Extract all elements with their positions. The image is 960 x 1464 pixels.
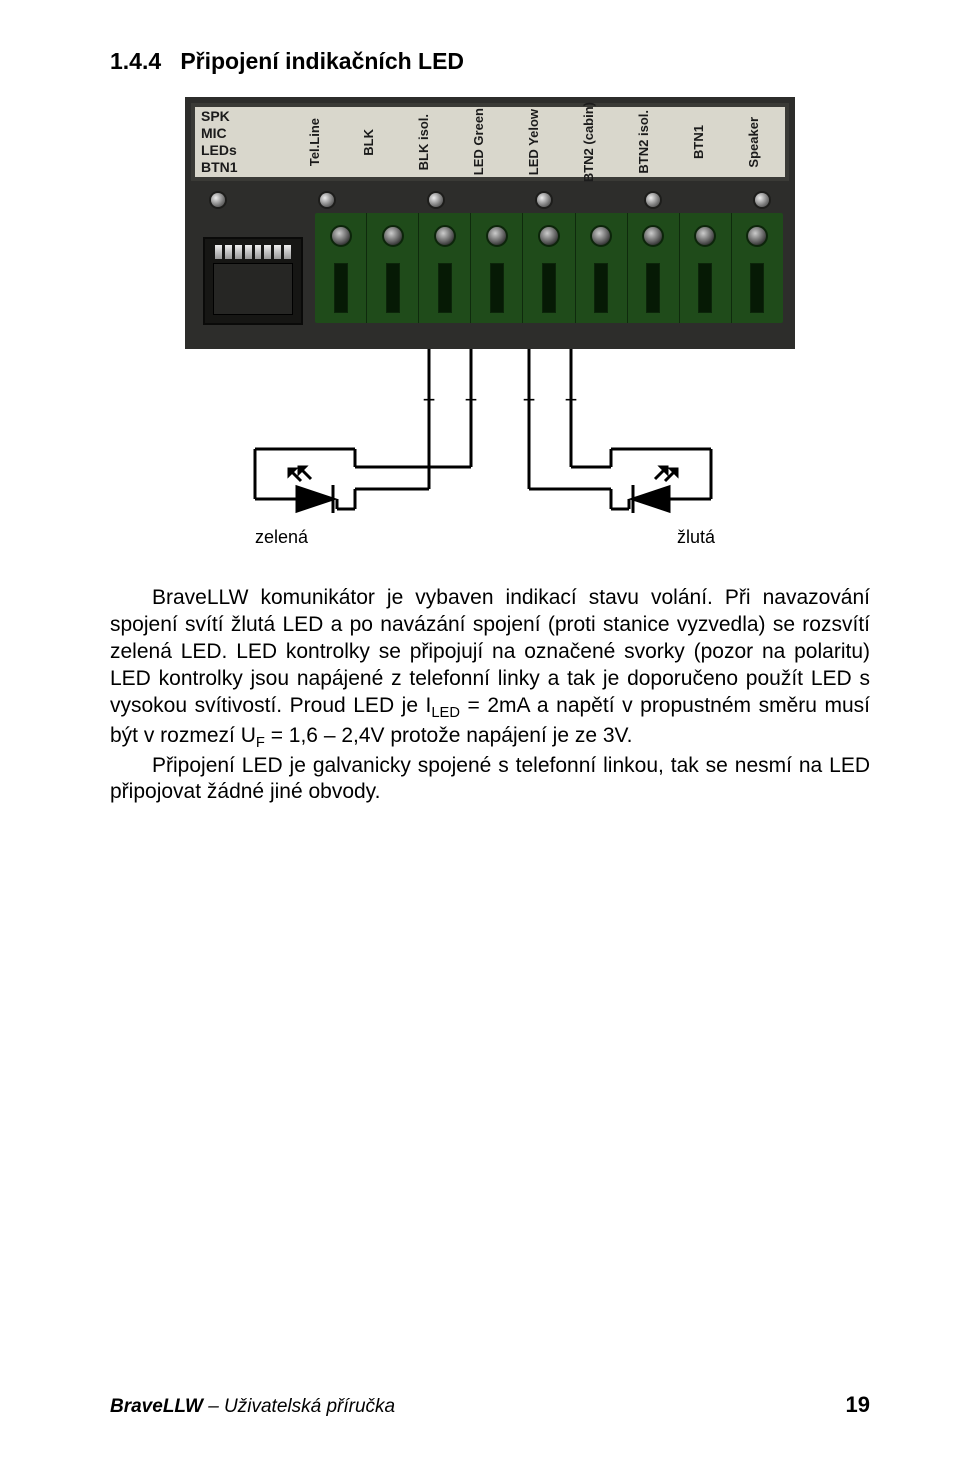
terminal-slot	[680, 213, 732, 323]
terminal-slot	[523, 213, 575, 323]
led-green-symbol	[289, 467, 333, 513]
screw-icon	[320, 193, 334, 207]
label-strip: SPK MIC LEDs BTN1 Tel.Line BLK BLK isol. LE…	[191, 103, 789, 181]
footer-left: BraveLLW – Uživatelská příručka	[110, 1396, 395, 1418]
terminal-label: BTN2 (cabin)	[582, 102, 596, 182]
terminal-label: Speaker	[747, 117, 761, 168]
screw-icon	[211, 193, 225, 207]
terminal-label: LED Yelow	[527, 109, 541, 175]
terminal-label: BLK	[362, 129, 376, 156]
terminal-labels: Tel.Line BLK BLK isol. LED Green LED Yelow BT…	[283, 107, 785, 177]
terminal-slot	[471, 213, 523, 323]
page-number: 19	[846, 1392, 870, 1418]
wiring-diagram: + − + −	[185, 349, 795, 559]
green-led-label: zelená	[255, 527, 308, 548]
pcb-board: SPK MIC LEDs BTN1 Tel.Line BLK BLK isol. LE…	[185, 97, 795, 349]
footer-product: BraveLLW	[110, 1396, 203, 1417]
terminal-label: BLK isol.	[417, 114, 431, 170]
left-label: BTN1	[201, 159, 283, 176]
minus-sign: −	[465, 387, 478, 412]
terminal-label: LED Green	[472, 108, 486, 175]
paragraph-1: BraveLLW komunikátor je vybaven indikací…	[110, 585, 870, 753]
led-yellow-symbol	[633, 467, 677, 513]
minus-sign: −	[565, 387, 578, 412]
screw-icon	[429, 193, 443, 207]
terminal-slot	[576, 213, 628, 323]
rj-jack	[203, 237, 303, 325]
terminal-slot	[315, 213, 367, 323]
terminal-slot	[628, 213, 680, 323]
terminal-label: BTN1	[692, 125, 706, 159]
terminal-block	[315, 213, 783, 323]
footer-dash: –	[203, 1396, 224, 1417]
section-heading: 1.4.4 Připojení indikačních LED	[110, 48, 870, 75]
left-label: MIC	[201, 125, 283, 142]
body-text: BraveLLW komunikátor je vybaven indikací…	[110, 585, 870, 806]
plus-sign: +	[523, 387, 536, 412]
plus-sign: +	[423, 387, 436, 412]
page-footer: BraveLLW – Uživatelská příručka 19	[110, 1392, 870, 1418]
screw-row	[197, 187, 783, 213]
screw-icon	[755, 193, 769, 207]
pcb-figure: SPK MIC LEDs BTN1 Tel.Line BLK BLK isol. LE…	[185, 97, 795, 559]
footer-subtitle: Uživatelská příručka	[224, 1396, 395, 1417]
terminal-slot	[732, 213, 783, 323]
terminal-label: BTN2 isol.	[637, 110, 651, 174]
section-number: 1.4.4	[110, 48, 161, 74]
screw-icon	[537, 193, 551, 207]
terminal-label: Tel.Line	[308, 118, 322, 166]
terminal-slot	[367, 213, 419, 323]
left-label: SPK	[201, 108, 283, 125]
terminal-slot	[419, 213, 471, 323]
section-title-text: Připojení indikačních LED	[180, 48, 464, 74]
left-labels: SPK MIC LEDs BTN1	[195, 107, 283, 177]
yellow-led-label: žlutá	[677, 527, 715, 548]
screw-icon	[646, 193, 660, 207]
left-label: LEDs	[201, 142, 283, 159]
paragraph-2: Připojení LED je galvanicky spojené s te…	[110, 753, 870, 807]
